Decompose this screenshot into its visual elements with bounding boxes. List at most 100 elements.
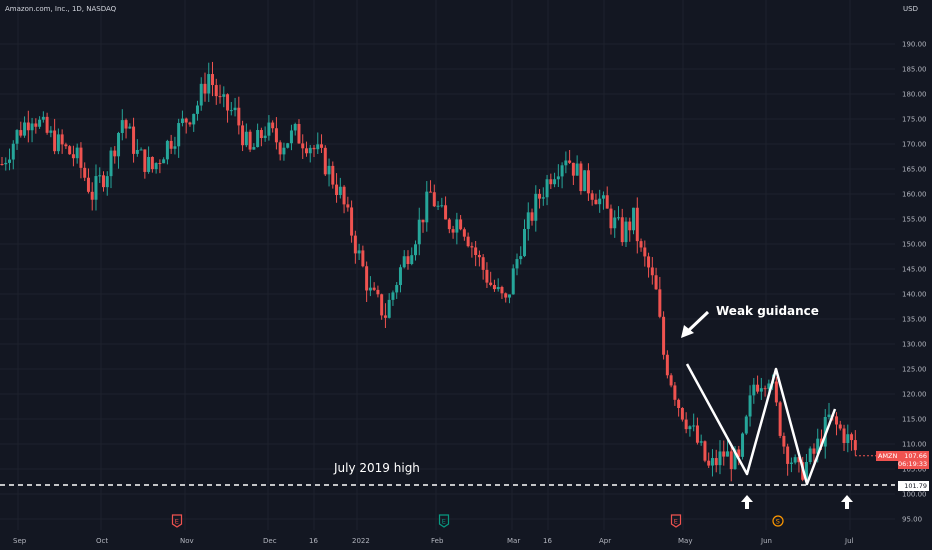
x-tick-label: 16	[543, 537, 552, 545]
candle-body	[15, 130, 19, 144]
candle-body	[395, 285, 399, 293]
candle-body	[162, 159, 166, 164]
candle-body	[500, 286, 504, 294]
candle-body	[124, 120, 128, 129]
candle-body	[759, 388, 763, 392]
candle-body	[699, 441, 703, 443]
candle-body	[327, 165, 331, 175]
candle-body	[105, 176, 109, 188]
event-marker-letter: S	[776, 518, 780, 526]
x-tick-label: 16	[309, 537, 318, 545]
event-marker-letter: E	[674, 518, 678, 526]
candle-body	[180, 118, 184, 124]
candle-body	[45, 116, 49, 133]
candle-body	[647, 256, 651, 268]
x-tick-label: May	[678, 537, 692, 545]
candle-body	[812, 448, 816, 454]
candle-body	[368, 287, 372, 291]
candle-body	[211, 74, 215, 86]
candle-body	[8, 159, 12, 163]
x-tick-label: 2022	[352, 537, 370, 545]
candle-body	[492, 284, 496, 290]
candle-body	[658, 289, 662, 317]
candle-body	[793, 457, 797, 463]
candle-body	[365, 266, 369, 291]
candle-body	[432, 192, 436, 207]
candle-body	[737, 449, 741, 457]
candle-body	[703, 441, 707, 461]
candle-body	[113, 150, 117, 157]
candle-body	[346, 204, 350, 208]
candle-body	[252, 147, 256, 150]
candle-body	[132, 126, 136, 154]
candle-body	[177, 123, 181, 147]
candle-body	[188, 122, 192, 125]
double-bottom-zigzag	[685, 363, 837, 486]
candle-body	[203, 83, 207, 94]
x-tick-label: Oct	[96, 537, 108, 545]
candle-body	[413, 244, 417, 256]
candle-body	[436, 205, 440, 207]
y-tick-label: 140.00	[902, 291, 927, 299]
candle-body	[143, 149, 147, 172]
x-tick-label: Dec	[263, 537, 277, 545]
candle-body	[695, 425, 699, 443]
candle-body	[34, 123, 38, 127]
candle-body	[511, 268, 515, 295]
event-marker-letter: E	[442, 518, 446, 526]
candle-body	[481, 257, 485, 270]
y-tick-label: 150.00	[902, 241, 927, 249]
candle-body	[643, 247, 647, 257]
candle-body	[677, 399, 681, 409]
candle-body	[601, 195, 605, 199]
candle-body	[756, 384, 760, 392]
candle-body	[60, 134, 64, 145]
candle-body	[669, 375, 673, 386]
candle-body	[237, 107, 241, 126]
x-tick-label: Nov	[180, 537, 194, 545]
candle-body	[665, 354, 669, 376]
candle-body	[218, 96, 222, 98]
candle-body	[192, 113, 196, 125]
candle-body	[406, 256, 410, 264]
candle-body	[41, 116, 45, 120]
candle-body	[79, 147, 83, 168]
candle-body	[526, 212, 530, 229]
weak-guidance-arrow	[686, 310, 710, 333]
candle-body	[49, 130, 53, 133]
candle-body	[496, 286, 500, 290]
candle-body	[402, 256, 406, 268]
candle-body	[289, 130, 293, 144]
y-tick-label: 155.00	[902, 216, 927, 224]
candle-body	[564, 160, 568, 166]
candle-body	[534, 193, 538, 221]
candle-body	[184, 118, 188, 123]
candle-body	[853, 440, 857, 451]
candle-body	[444, 205, 448, 220]
candle-body	[632, 207, 636, 231]
candle-body	[380, 294, 384, 316]
candle-body	[752, 384, 756, 396]
candle-body	[244, 131, 248, 146]
candle-body	[214, 85, 218, 97]
candle-body	[53, 130, 57, 152]
candle-body	[256, 130, 260, 148]
candle-body	[350, 207, 354, 236]
candle-body	[778, 402, 782, 436]
candle-body	[797, 457, 801, 463]
candle-body	[440, 205, 444, 207]
candle-body	[729, 451, 733, 470]
candle-body	[391, 292, 395, 300]
candle-body	[165, 140, 169, 160]
candle-body	[835, 416, 839, 425]
y-tick-label: 125.00	[902, 366, 927, 374]
candle-body	[4, 162, 8, 165]
candle-body	[846, 434, 850, 443]
candle-body	[372, 287, 376, 290]
candle-body	[485, 269, 489, 283]
candle-body	[827, 414, 831, 417]
candle-body	[688, 426, 692, 430]
candle-body	[507, 294, 511, 298]
